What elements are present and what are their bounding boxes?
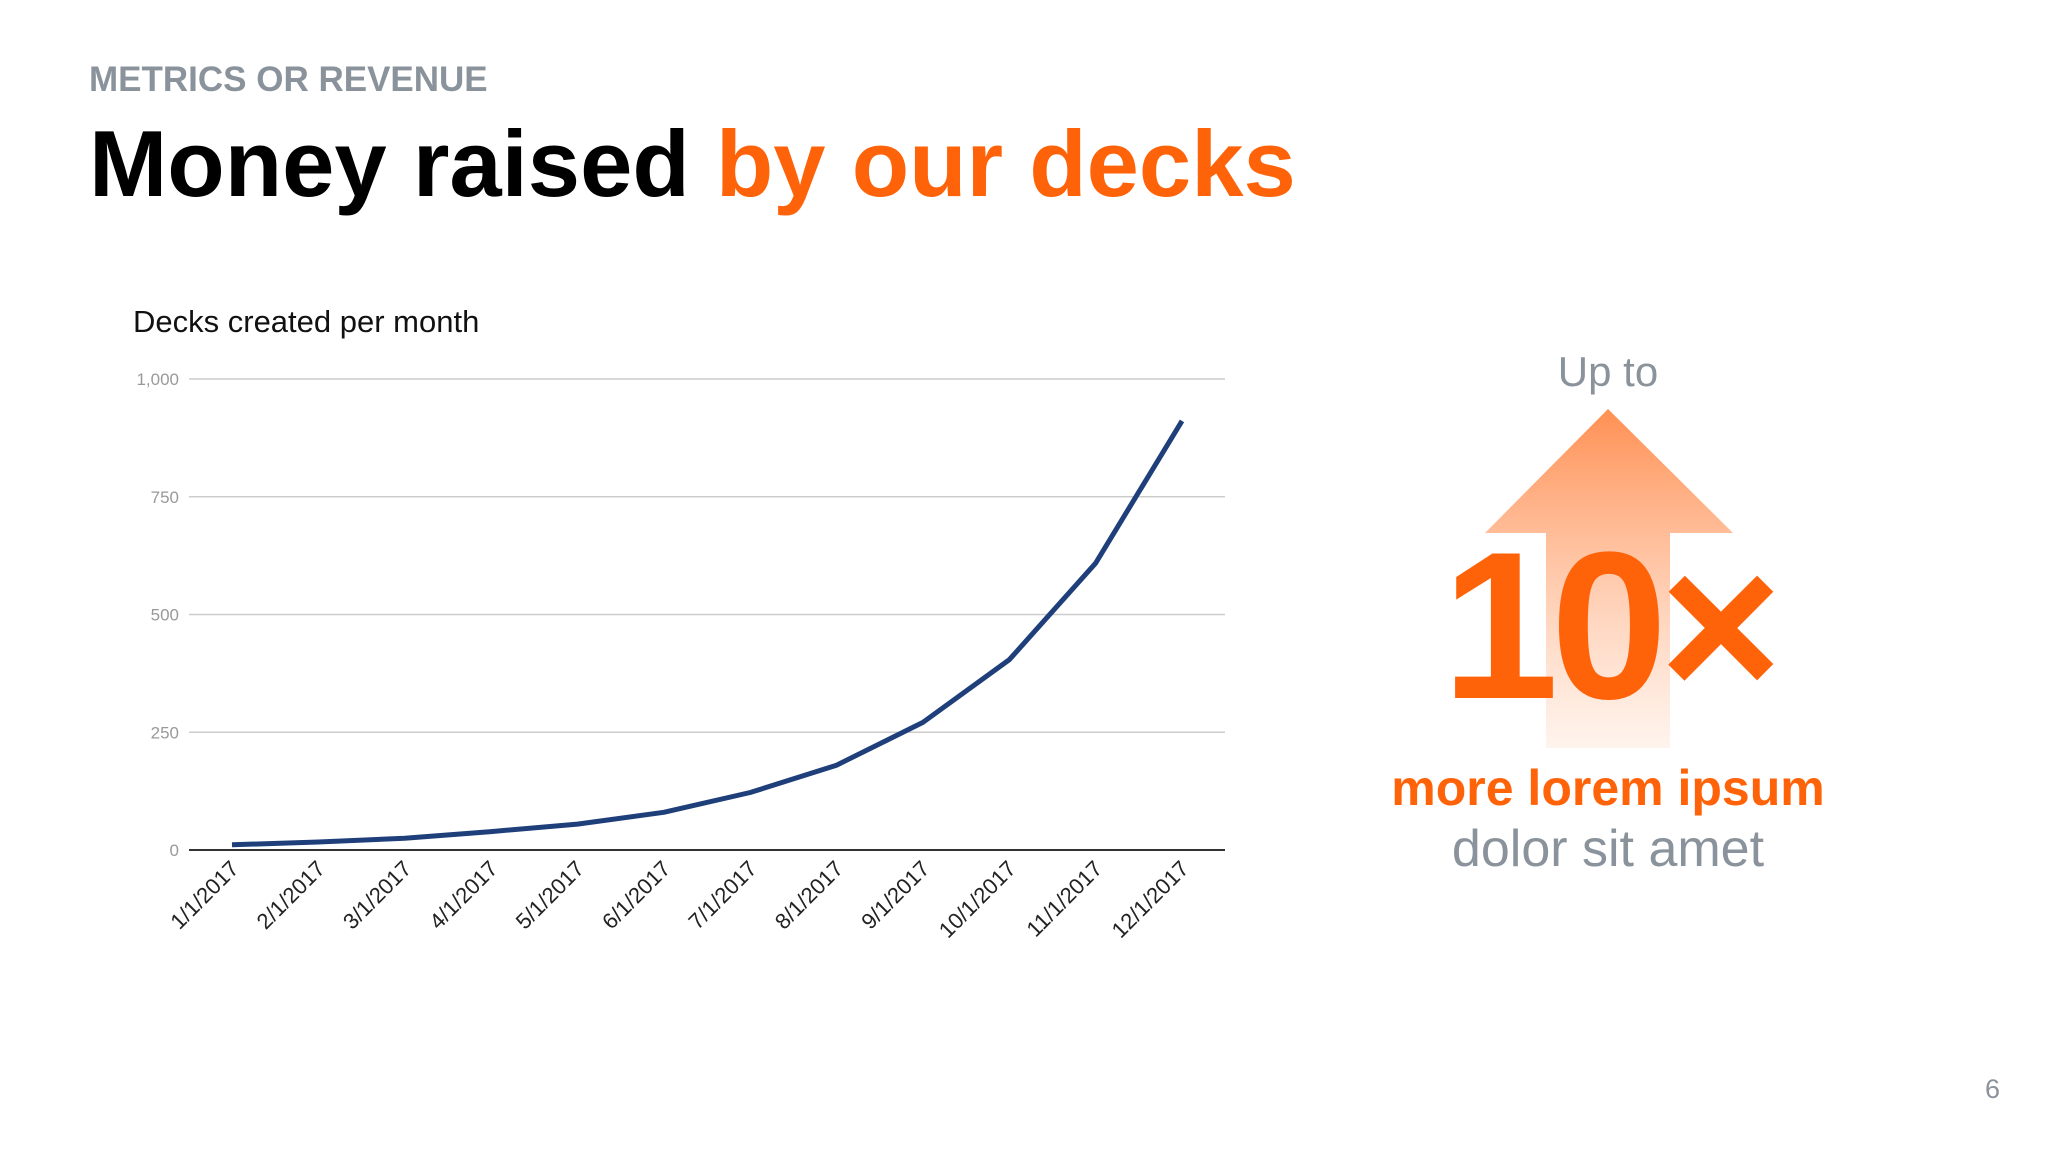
title-orange: by our decks bbox=[716, 111, 1296, 216]
x-tick-label: 3/1/2017 bbox=[338, 856, 416, 934]
x-tick-label: 9/1/2017 bbox=[856, 856, 934, 934]
x-tick-label: 2/1/2017 bbox=[252, 856, 330, 934]
slide-title: Money raised by our decks bbox=[89, 111, 1296, 216]
y-tick-label: 1,000 bbox=[136, 370, 179, 389]
y-tick-label: 750 bbox=[151, 488, 179, 507]
x-tick-label: 5/1/2017 bbox=[511, 856, 589, 934]
x-tick-label: 8/1/2017 bbox=[770, 856, 848, 934]
arrow bbox=[1485, 409, 1733, 748]
page-number: 6 bbox=[1985, 1074, 2000, 1104]
callout-line2: dolor sit amet bbox=[1452, 820, 1765, 878]
y-tick-label: 250 bbox=[151, 723, 179, 742]
y-tick-label: 0 bbox=[170, 841, 179, 860]
x-tick-label: 1/1/2017 bbox=[165, 856, 243, 934]
x-tick-label: 7/1/2017 bbox=[683, 856, 761, 934]
line bbox=[231, 419, 1185, 848]
x-tick-label: 10/1/2017 bbox=[934, 856, 1021, 943]
x-tick-label: 4/1/2017 bbox=[424, 856, 502, 934]
kicker: METRICS OR REVENUE bbox=[89, 60, 488, 99]
up-to: Up to bbox=[1558, 348, 1658, 395]
x-tick-label: 11/1/2017 bbox=[1021, 856, 1107, 942]
x-tick-label: 12/1/2017 bbox=[1107, 856, 1194, 943]
y-tick-label: 500 bbox=[151, 606, 179, 625]
callout-line1: more lorem ipsum bbox=[1391, 760, 1824, 816]
chart-title: Decks created per month bbox=[133, 304, 479, 339]
title-black: Money raised bbox=[89, 111, 690, 216]
chart: 0 250 500 750 1,000 1/1/2017 2/1/2017 3/1/2017 4… bbox=[136, 370, 1225, 943]
x-tick-label: 6/1/2017 bbox=[597, 856, 675, 934]
multiplier: 10× bbox=[1442, 508, 1774, 743]
